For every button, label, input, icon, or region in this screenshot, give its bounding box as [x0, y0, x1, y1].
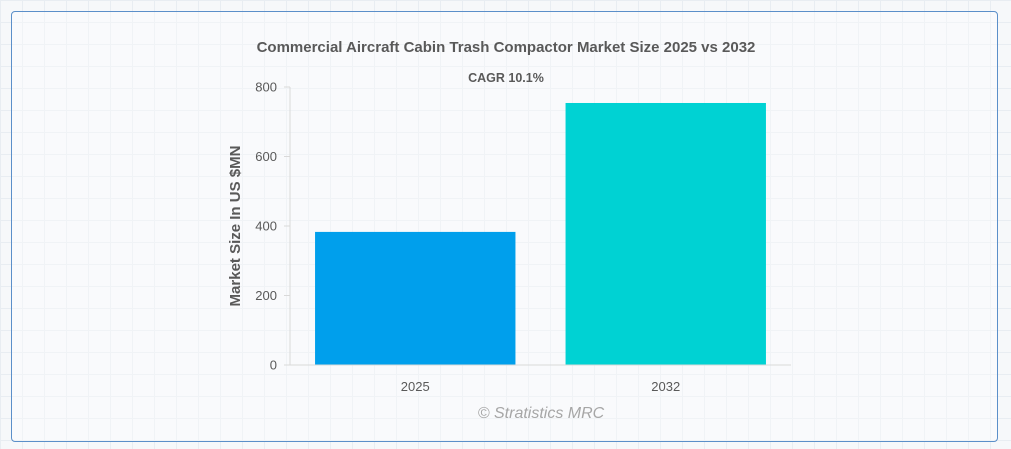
bars	[315, 102, 766, 366]
x-tick-label: 2032	[651, 379, 680, 394]
chart-title: Commercial Aircraft Cabin Trash Compacto…	[257, 39, 756, 56]
y-tick-label: 400	[255, 219, 277, 234]
y-axis-label: Market Size In US $MN	[227, 146, 244, 307]
bar-2025	[315, 231, 516, 365]
watermark: © Stratistics MRC	[478, 405, 605, 422]
y-tick-label: 0	[270, 358, 277, 373]
chart-frame	[11, 11, 998, 442]
y-axis: 0 200 400 600 800	[255, 80, 291, 373]
y-tick-label: 800	[255, 80, 277, 95]
y-tick-label: 200	[255, 288, 277, 303]
bar-2032	[565, 102, 766, 366]
x-axis: 2025 2032	[290, 364, 791, 394]
y-tick-label: 600	[255, 149, 277, 164]
x-tick-label: 2025	[401, 379, 430, 394]
chart-subtitle: CAGR 10.1%	[468, 71, 544, 85]
